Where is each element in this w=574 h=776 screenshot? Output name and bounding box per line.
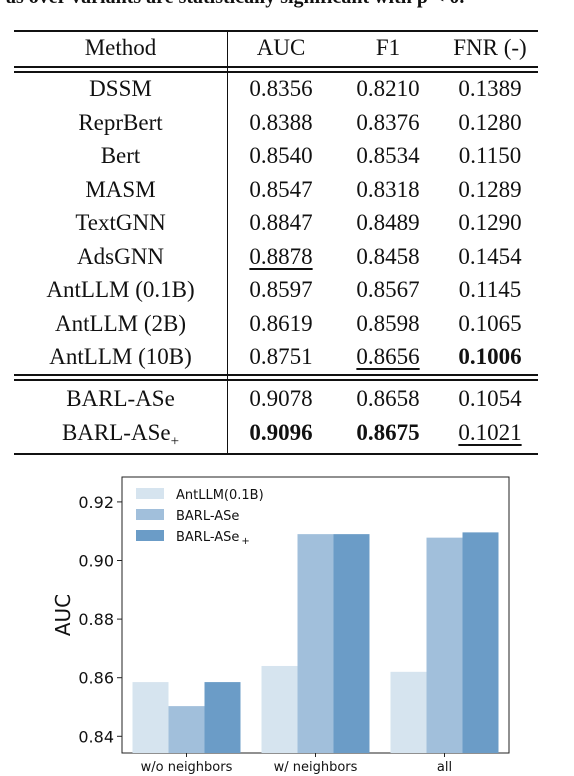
x-tick-label: all (437, 760, 452, 775)
y-tick-label: 0.88 (78, 610, 114, 629)
table-bottom-rule (14, 453, 538, 455)
f1-cell: 0.8656 (356, 344, 420, 369)
table-top-rule (14, 30, 538, 32)
method-cell: MASM (85, 176, 156, 202)
bar-2-1 (168, 706, 205, 753)
bar-3-1 (204, 682, 241, 753)
f1-cell: 0.8376 (356, 109, 420, 135)
method-cell: AntLLM (10B) (49, 344, 192, 369)
fnr-cell: 0.1006 (458, 344, 522, 369)
method-cell: Bert (100, 143, 141, 168)
method-cell: AntLLM (0.1B) (46, 277, 195, 302)
header-fnr: FNR (-) (453, 35, 527, 60)
fnr-cell: 0.1389 (458, 76, 522, 101)
method-cell: BARL-ASe (66, 386, 175, 411)
fnr-cell: 0.1021 (458, 419, 522, 445)
legend-label: BARL-ASe + (176, 530, 250, 547)
auc-cell: 0.9078 (249, 386, 313, 411)
method-cell: ReprBert (78, 109, 163, 135)
method-cell: AdsGNN (77, 243, 164, 269)
method-cell: BARL-ASe+ (61, 419, 180, 450)
method-subscript: + (170, 433, 180, 450)
f1-cell: 0.8675 (356, 419, 420, 445)
bar-2-3 (426, 537, 463, 753)
auc-cell: 0.8619 (249, 310, 313, 336)
method-cell: AntLLM (2B) (55, 310, 186, 336)
f1-cell: 0.8567 (356, 277, 420, 302)
bar-1-1 (132, 682, 169, 753)
bar-1-2 (261, 665, 298, 753)
y-tick-label: 0.86 (78, 669, 114, 688)
header-auc: AUC (256, 35, 306, 60)
caption-text: as over variants are statistically signi… (0, 0, 574, 8)
bar-2-2 (297, 534, 334, 753)
y-axis-label: AUC (51, 594, 75, 636)
fnr-cell: 0.1145 (458, 277, 522, 302)
legend-swatch (136, 509, 164, 520)
f1-cell: 0.8534 (356, 143, 420, 168)
auc-cell: 0.8547 (249, 176, 313, 202)
bar-3-3 (462, 532, 499, 753)
header-f1: F1 (375, 35, 401, 60)
bar-1-3 (390, 671, 427, 753)
bar-3-2 (333, 534, 370, 753)
auc-cell: 0.8356 (249, 76, 313, 101)
legend-label: BARL-ASe (176, 509, 239, 524)
f1-cell: 0.8658 (356, 386, 420, 411)
x-tick-label: w/ neighbors (274, 760, 358, 775)
table-column-divider (227, 30, 228, 454)
method-cell: TextGNN (75, 210, 166, 235)
ours-double-rule (14, 379, 538, 381)
auc-cell: 0.8388 (249, 109, 313, 135)
ours-double-rule (14, 374, 538, 376)
auc-bar-chart: w/o neighbors w/ neighbors all 0.84 0.86 0.88… (51, 476, 510, 775)
fnr-cell: 0.1454 (458, 243, 522, 269)
auc-cell: 0.9096 (249, 419, 313, 445)
header-double-rule (14, 66, 538, 68)
auc-cell: 0.8597 (249, 277, 313, 302)
f1-cell: 0.8210 (356, 76, 420, 101)
y-tick-label: 0.84 (78, 727, 114, 746)
y-tick-label: 0.90 (78, 552, 114, 571)
header-double-rule (14, 71, 538, 73)
fnr-cell: 0.1054 (458, 386, 522, 411)
legend-swatch (136, 488, 164, 499)
f1-cell: 0.8458 (356, 243, 420, 269)
fnr-cell: 0.1065 (458, 310, 522, 336)
auc-cell: 0.8847 (249, 210, 313, 235)
header-method: Method (84, 35, 157, 60)
auc-cell: 0.8878 (249, 243, 313, 269)
fnr-cell: 0.1290 (458, 210, 522, 235)
x-tick-label: w/o neighbors (141, 760, 233, 775)
y-tick-label: 0.92 (78, 493, 114, 512)
f1-cell: 0.8489 (356, 210, 420, 235)
method-cell: DSSM (89, 76, 152, 101)
auc-cell: 0.8751 (249, 344, 313, 369)
f1-cell: 0.8318 (356, 176, 420, 202)
fnr-cell: 0.1289 (458, 176, 522, 202)
auc-cell: 0.8540 (249, 143, 313, 168)
legend-swatch (136, 530, 164, 541)
legend-label: AntLLM(0.1B) (176, 488, 264, 503)
f1-cell: 0.8598 (356, 310, 420, 336)
fnr-cell: 0.1150 (458, 143, 522, 168)
fnr-cell: 0.1280 (458, 109, 522, 135)
